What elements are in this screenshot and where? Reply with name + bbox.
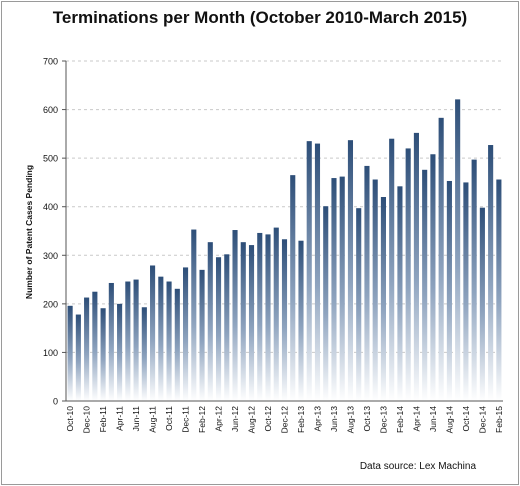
bar: [274, 228, 279, 401]
bar: [364, 166, 369, 401]
x-tick-label: Jun-11: [131, 406, 141, 432]
bar: [241, 242, 246, 401]
x-tick-label: Aug-13: [345, 406, 355, 434]
data-source-note: Data source: Lex Machina: [360, 461, 476, 472]
x-tick-label: Apr-13: [312, 406, 322, 432]
x-tick-label: Oct-14: [461, 406, 471, 432]
bar: [76, 315, 81, 401]
bar: [348, 140, 353, 401]
bar: [150, 265, 155, 401]
bar: [265, 234, 270, 401]
x-tick-label: Oct-12: [263, 406, 273, 432]
y-tick-label: 400: [43, 202, 58, 212]
x-tick-label: Dec-14: [477, 406, 487, 434]
x-tick-label: Apr-14: [411, 406, 421, 432]
bar: [125, 282, 130, 401]
bar: [134, 280, 139, 401]
bar: [331, 178, 336, 401]
bars: [68, 99, 502, 401]
x-tick-label: Dec-12: [280, 406, 290, 434]
x-tick-label: Feb-13: [296, 406, 306, 433]
bar: [496, 180, 501, 401]
x-tick-label: Feb-12: [197, 406, 207, 433]
y-tick-label: 600: [43, 105, 58, 115]
bar: [68, 306, 73, 401]
x-tick-label: Feb-15: [494, 406, 504, 433]
bar: [373, 180, 378, 401]
bar: [488, 145, 493, 401]
x-tick-label: Feb-14: [395, 406, 405, 433]
x-tick-label: Jun-13: [329, 406, 339, 432]
bar: [422, 170, 427, 401]
bar: [101, 308, 106, 401]
x-tick-label: Aug-11: [148, 406, 158, 433]
bar: [472, 160, 477, 401]
x-tick-label: Oct-11: [164, 406, 174, 431]
x-tick-label: Dec-10: [82, 406, 92, 434]
bar: [84, 298, 89, 401]
bar: [142, 307, 147, 401]
bar: [480, 208, 485, 401]
bar: [356, 208, 361, 401]
bar: [439, 118, 444, 401]
y-tick-label: 200: [43, 299, 58, 309]
bar: [414, 133, 419, 401]
bar: [109, 283, 114, 401]
x-tick-labels: Oct-10 Dec-10 Feb-11 Apr-11 Jun-11 Aug-11 Oct-…: [65, 406, 504, 434]
bar: [447, 181, 452, 401]
bar: [389, 139, 394, 401]
x-tick-label: Oct-13: [362, 406, 372, 432]
bar: [315, 144, 320, 401]
bar: [175, 289, 180, 401]
bar: [298, 241, 303, 401]
y-tick-label: 100: [43, 348, 58, 358]
bar: [249, 245, 254, 401]
bar: [455, 99, 460, 401]
bar: [406, 148, 411, 401]
x-tick-label: Dec-11: [181, 406, 191, 433]
x-tick-label: Apr-11: [115, 406, 125, 431]
bar: [191, 230, 196, 401]
x-tick-label: Dec-13: [378, 406, 388, 434]
bar: [257, 233, 262, 401]
bar: [183, 267, 188, 401]
y-tick-labels: 0 100 200 300 400 500 600 700: [43, 57, 58, 407]
bar: [282, 239, 287, 401]
bar: [167, 282, 172, 401]
x-tick-label: Feb-11: [98, 406, 108, 433]
bar: [158, 277, 163, 401]
x-tick-label: Jun-12: [230, 406, 240, 432]
bar: [290, 175, 295, 401]
bar: [92, 292, 97, 401]
y-tick-label: 500: [43, 154, 58, 164]
y-tick-label: 700: [43, 57, 58, 67]
bar: [463, 182, 468, 401]
bar: [199, 270, 204, 401]
bar: [208, 242, 213, 401]
bar: [381, 197, 386, 401]
x-tick-label: Jun-14: [428, 406, 438, 432]
x-tick-label: Aug-14: [444, 406, 454, 434]
bar: [216, 257, 221, 401]
bar: [307, 141, 312, 401]
x-tick-label: Oct-10: [65, 406, 75, 432]
bar: [224, 254, 229, 401]
bar: [117, 304, 122, 401]
bar: [340, 177, 345, 401]
y-tick-label: 0: [53, 397, 58, 407]
bar: [323, 206, 328, 401]
x-tick-label: Aug-12: [247, 406, 257, 434]
y-tick-label: 300: [43, 251, 58, 261]
x-tick-label: Apr-12: [214, 406, 224, 432]
bar: [397, 186, 402, 401]
bar: [232, 230, 237, 401]
bar: [430, 154, 435, 401]
